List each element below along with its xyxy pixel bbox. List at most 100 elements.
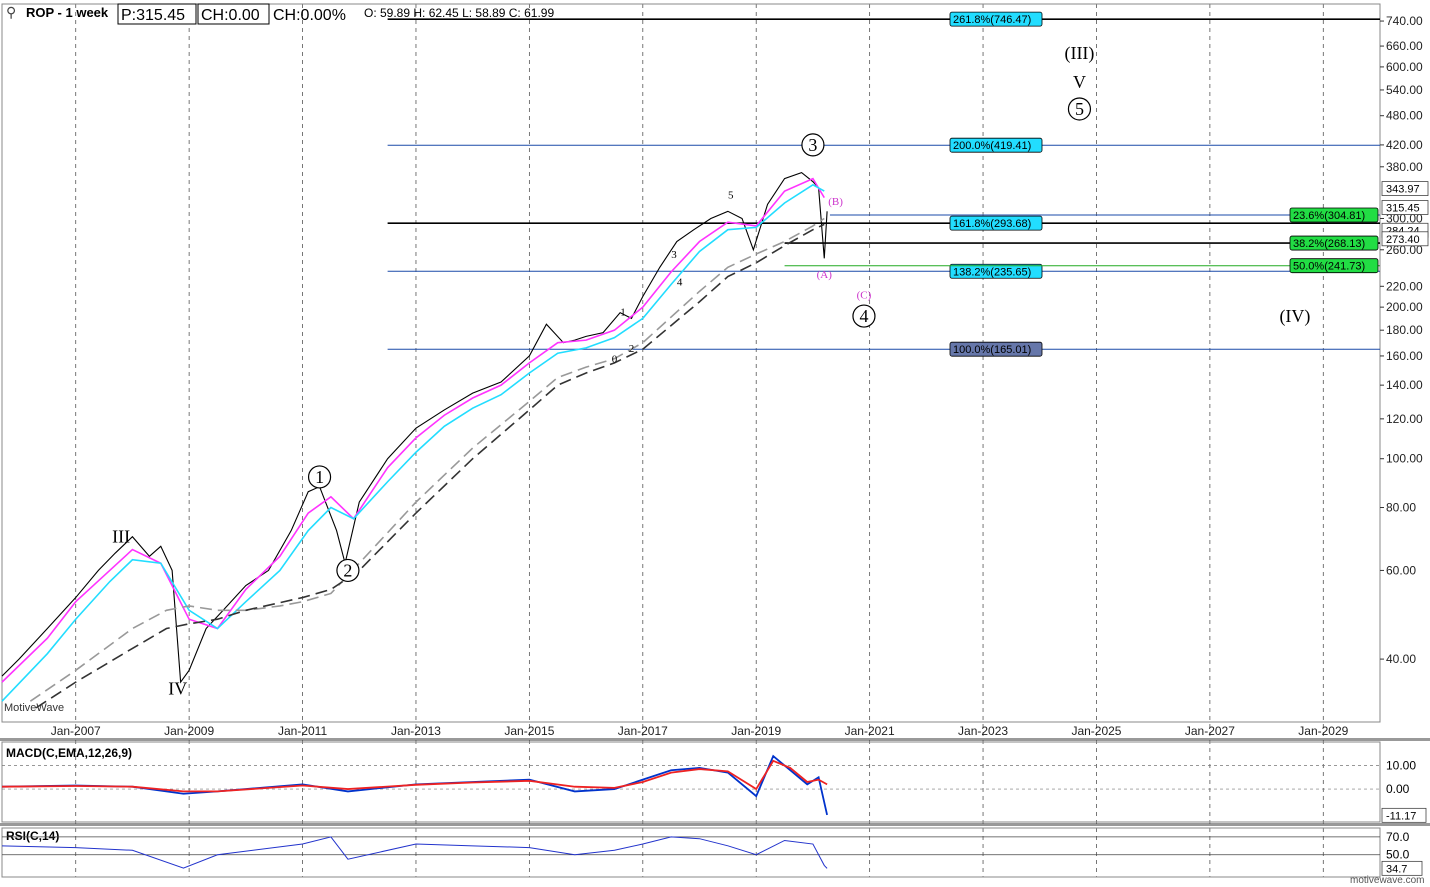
macd-frame (1, 741, 1381, 823)
y-tick-label: 180.00 (1386, 323, 1423, 337)
macd-series-line (1, 754, 828, 816)
x-tick-label: Jan-2007 (51, 724, 101, 738)
wave-label: 5 (728, 189, 734, 201)
ohlc-readout: O: 59.89 H: 62.45 L: 58.89 C: 61.99 (364, 6, 554, 20)
macd-tick-label: 10.00 (1386, 759, 1416, 773)
fib-label-box (949, 341, 1043, 357)
y-tick-label: 740.00 (1386, 14, 1423, 28)
x-tick-label: Jan-2025 (1071, 724, 1121, 738)
macd-series-line (1, 759, 828, 793)
wave-label: 1 (620, 307, 626, 319)
x-tick-label: Jan-2021 (845, 724, 895, 738)
wave-label: 4 (859, 306, 868, 326)
y-tick-label: 480.00 (1386, 109, 1423, 123)
wave-label: 4 (677, 276, 683, 288)
fib-label: 100.0%(165.01) (953, 344, 1031, 356)
fib-label-box (949, 11, 1043, 27)
y-tick-label: 100.00 (1386, 452, 1423, 466)
symbol-label: ROP - 1 week (26, 5, 109, 20)
rsi-tick-label: 70.0 (1386, 830, 1410, 844)
wave-label: (IV) (1279, 306, 1310, 327)
chart-header: ⚲ ROP - 1 week P:315.45 CH:0.00 CH:0.00%… (6, 3, 554, 25)
y-tick-label: 540.00 (1386, 83, 1423, 97)
y-tick-label: 80.00 (1386, 501, 1416, 515)
y-tick-label: 660.00 (1386, 39, 1423, 53)
wave-label: 0 (612, 354, 618, 366)
wave-label: 2 (343, 560, 352, 580)
rsi-frame (1, 827, 1381, 878)
y-tick-label: 600.00 (1386, 60, 1423, 74)
price-tag: 315.45 (1386, 203, 1420, 215)
x-tick-label: Jan-2019 (731, 724, 781, 738)
moving-average-line (1, 177, 825, 683)
fib-label: 23.6%(304.81) (1293, 210, 1365, 222)
wave-label: 5 (1075, 99, 1084, 119)
change-readout: CH:0.00 (201, 7, 260, 24)
y-tick-label: 380.00 (1386, 160, 1423, 174)
change-box (197, 3, 270, 25)
wave-label: 2 (629, 343, 635, 355)
rsi-series-line (1, 836, 828, 869)
y-tick-label: 200.00 (1386, 300, 1423, 314)
fib-label: 200.0%(419.41) (953, 140, 1031, 152)
x-tick-label: Jan-2015 (504, 724, 554, 738)
macd-tick-label: 0.00 (1386, 782, 1410, 796)
x-tick-label: Jan-2027 (1185, 724, 1235, 738)
macd-panel[interactable]: MACD(C,EMA,12,26,9) 10.00 0.00 -11.17 (1, 741, 1427, 823)
fib-label-box (1289, 235, 1379, 251)
price-tag-box (1381, 181, 1429, 196)
price-readout: P:315.45 (121, 7, 185, 24)
y-tick-label: 140.00 (1386, 378, 1423, 392)
wave-circle (1067, 97, 1092, 121)
moving-average-line (35, 223, 825, 709)
price-tag: 343.97 (1386, 184, 1420, 196)
grid: Jan-2007 Jan-2009 Jan-2011 Jan-2013 Jan-2015… (0, 4, 1430, 877)
rsi-panel[interactable]: RSI(C,14) 70.0 50.034.7 (1, 827, 1423, 878)
wave-label: III (112, 527, 130, 547)
price-line (1, 172, 828, 684)
moving-average-line (1, 183, 825, 702)
price-tag: 273.40 (1386, 234, 1420, 246)
rsi-value-tag: 34.7 (1386, 863, 1407, 875)
moving-average-line (29, 217, 825, 702)
footer-brand: motivewave.com (1350, 875, 1424, 886)
y-tick-label: 60.00 (1386, 563, 1416, 577)
wave-label: (C) (857, 289, 872, 301)
fib-label: 161.8%(293.68) (953, 218, 1031, 230)
wave-label: V (1073, 72, 1086, 92)
y-tick-label: 300.00 (1386, 211, 1423, 225)
change-pct-readout: CH:0.00% (273, 7, 346, 24)
fib-label-box (949, 215, 1043, 231)
x-tick-label: Jan-2011 (278, 724, 327, 738)
x-tick-label: Jan-2017 (618, 724, 668, 738)
price-frame (1, 3, 1381, 723)
fib-label: 50.0%(241.73) (1293, 261, 1365, 273)
wave-label: 3 (671, 249, 677, 261)
fib-label-box (1289, 207, 1379, 223)
wave-label: (B) (828, 196, 843, 208)
wave-circle (801, 133, 825, 157)
x-tick-label: Jan-2029 (1298, 724, 1348, 738)
wave-label: (A) (817, 269, 833, 281)
wave-label: 1 (315, 467, 324, 487)
y-tick-label: 160.00 (1386, 349, 1423, 363)
wave-circle (852, 304, 876, 328)
link-icon[interactable]: ⚲ (6, 4, 16, 20)
price-tag-box (1381, 231, 1429, 247)
macd-title: MACD(C,EMA,12,26,9) (6, 746, 132, 760)
price-panel[interactable]: 740.00660.00600.00540.00480.00420.00380.… (1, 3, 1429, 723)
y-tick-label: 260.00 (1386, 243, 1423, 257)
y-tick-label: 40.00 (1386, 652, 1416, 666)
wave-circle (336, 558, 360, 583)
x-tick-label: Jan-2023 (958, 724, 1008, 738)
rsi-tick-label: 50.0 (1386, 848, 1410, 862)
fib-label: 261.8%(746.47) (953, 14, 1031, 26)
watermark: MotiveWave (4, 702, 64, 714)
price-box (117, 3, 197, 25)
wave-circle (307, 465, 332, 489)
wave-label: IV (168, 678, 187, 698)
panel-divider (0, 738, 1430, 741)
fib-label: 38.2%(268.13) (1293, 238, 1365, 250)
